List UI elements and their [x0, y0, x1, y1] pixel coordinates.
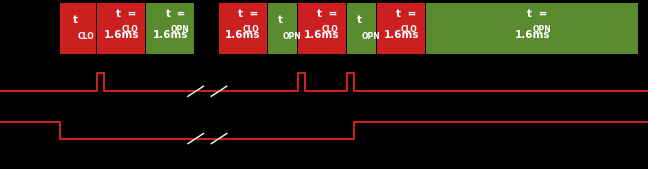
Text: =: =: [246, 9, 258, 19]
Text: CLO: CLO: [121, 25, 138, 34]
Text: OPN: OPN: [532, 25, 551, 34]
Bar: [97, 3, 145, 54]
Text: CLO: CLO: [322, 25, 339, 34]
Bar: [219, 3, 267, 54]
Text: =: =: [535, 9, 548, 19]
Text: t: t: [73, 15, 78, 25]
Text: CLO: CLO: [401, 25, 418, 34]
Bar: [146, 3, 194, 54]
Text: CLO: CLO: [243, 25, 260, 34]
Text: 1.6ms: 1.6ms: [305, 30, 340, 41]
Text: t: t: [527, 9, 532, 19]
Bar: [377, 3, 425, 54]
Text: =: =: [404, 9, 416, 19]
Text: 1.6ms: 1.6ms: [226, 30, 260, 41]
Text: t: t: [238, 9, 243, 19]
Text: 1.6ms: 1.6ms: [384, 30, 419, 41]
Bar: [298, 3, 346, 54]
Text: t: t: [277, 15, 283, 25]
Bar: [426, 3, 638, 54]
Text: t: t: [165, 9, 170, 19]
Text: =: =: [325, 9, 337, 19]
Text: =: =: [173, 9, 185, 19]
Text: t: t: [356, 15, 362, 25]
Text: t: t: [396, 9, 401, 19]
Bar: [347, 3, 376, 54]
Text: OPN: OPN: [170, 25, 189, 34]
Text: OPN: OPN: [362, 32, 380, 41]
Bar: [60, 3, 96, 54]
Text: 1.6ms: 1.6ms: [104, 30, 139, 41]
Text: 1.6ms: 1.6ms: [515, 30, 550, 41]
Text: CLO: CLO: [78, 32, 95, 41]
Text: t: t: [317, 9, 322, 19]
Text: t: t: [116, 9, 121, 19]
Text: OPN: OPN: [283, 32, 301, 41]
Bar: [268, 3, 297, 54]
Text: 1.6ms: 1.6ms: [153, 30, 188, 41]
Text: =: =: [124, 9, 136, 19]
